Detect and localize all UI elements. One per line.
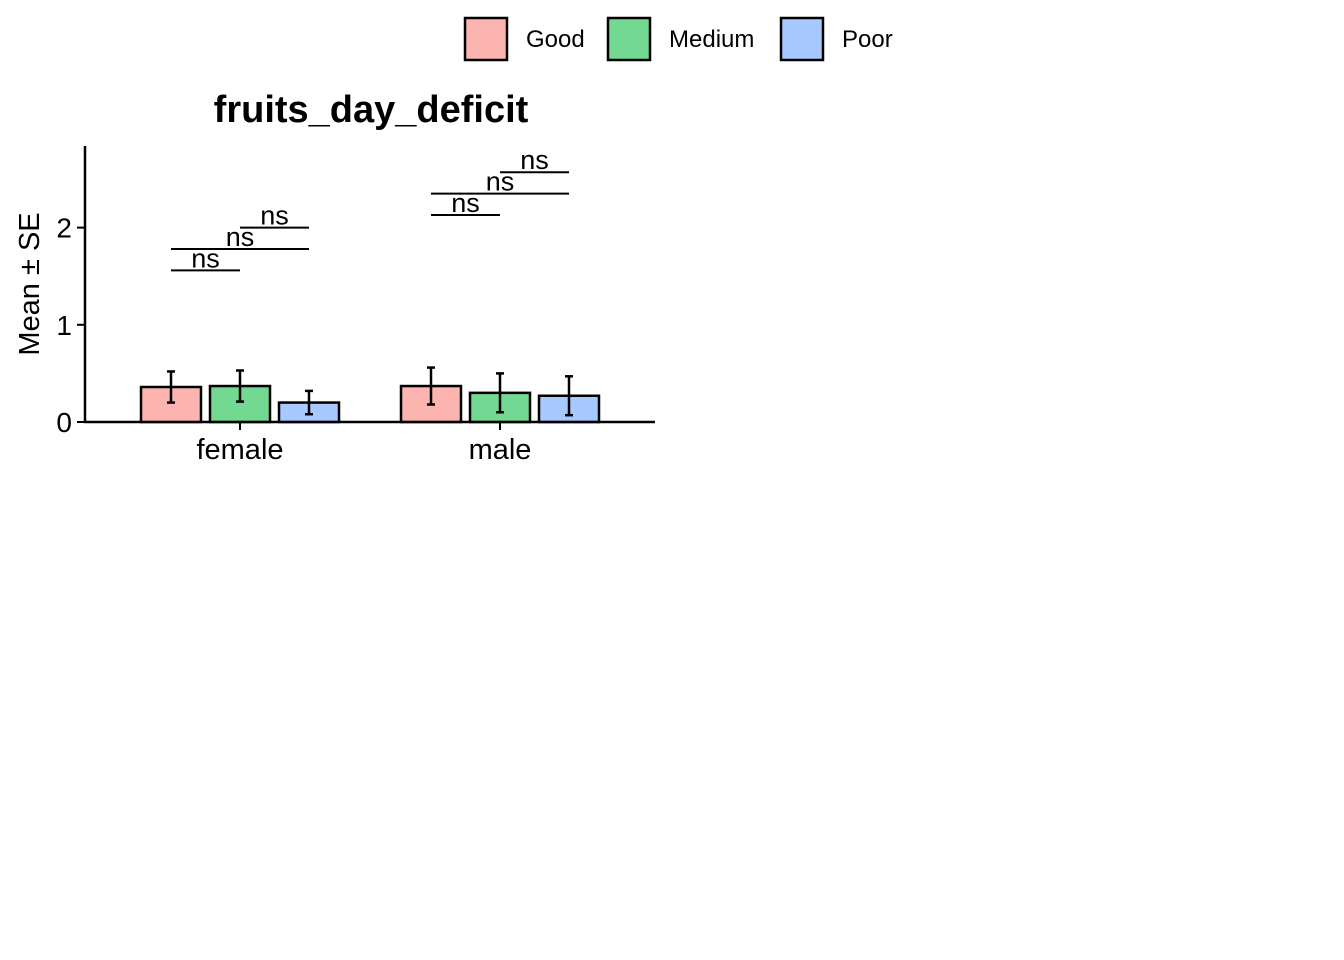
significance-label: ns (191, 243, 220, 273)
error-bar-good-female (167, 370, 175, 404)
y-tick-label: 2 (56, 213, 72, 244)
legend-label-poor: Poor (842, 26, 893, 53)
legend-label-medium: Medium (669, 26, 754, 53)
significance-label: ns (520, 145, 549, 175)
significance-label: ns (226, 222, 255, 252)
error-bar-medium-male (496, 372, 504, 414)
error-bar-poor-female (305, 389, 313, 416)
legend-key-good (463, 16, 509, 62)
x-tick-label-male: male (469, 434, 532, 466)
legend: Good Medium Poor (463, 16, 893, 62)
x-tick-label-female: female (196, 434, 283, 466)
error-bar-poor-male (565, 375, 573, 417)
significance-label: ns (451, 188, 480, 218)
error-bar-good-male (427, 366, 435, 406)
significance-label: ns (486, 167, 515, 197)
error-bar-medium-female (236, 369, 244, 403)
legend-label-good: Good (526, 26, 585, 53)
chart-title: fruits_day_deficit (214, 89, 529, 131)
legend-key-poor (779, 16, 825, 62)
significance-label: ns (260, 201, 289, 231)
y-tick-label: 1 (56, 310, 72, 341)
y-tick-label: 0 (56, 407, 72, 438)
legend-key-medium (606, 16, 652, 62)
y-axis-label: Mean ± SE (14, 212, 46, 355)
